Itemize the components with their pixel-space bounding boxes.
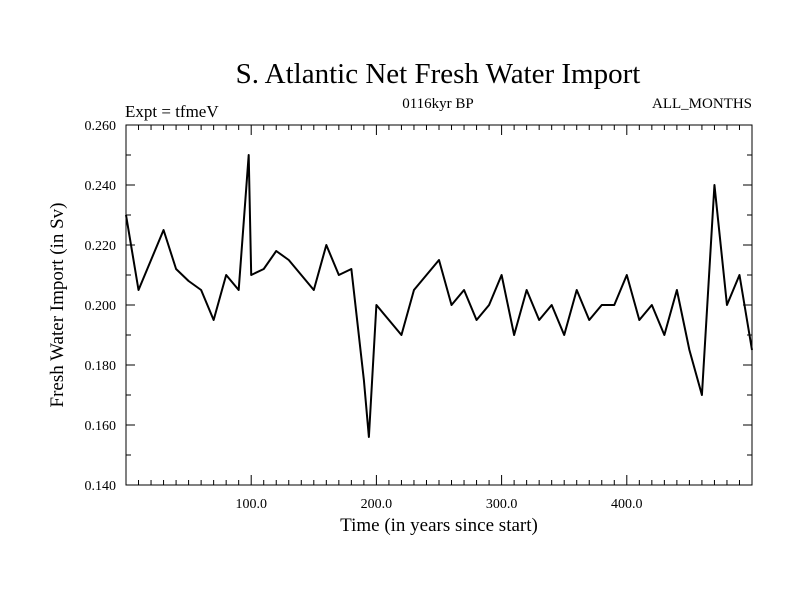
axis-ticks — [125, 124, 753, 486]
chart-title: S. Atlantic Net Fresh Water Import — [236, 58, 641, 90]
y-tick-label: 0.140 — [85, 479, 117, 494]
y-tick-label: 0.240 — [85, 179, 117, 194]
y-tick-label: 0.160 — [85, 419, 117, 434]
y-tick-label: 0.200 — [85, 299, 117, 314]
plot-frame — [125, 124, 753, 486]
y-tick-label: 0.260 — [85, 119, 117, 134]
tick-labels: 0.140 0.160 0.180 0.200 0.220 0.240 0.260 100.0… — [85, 119, 643, 512]
x-tick-label: 200.0 — [361, 497, 393, 512]
x-axis-label: Time (in years since start) — [340, 515, 538, 536]
y-axis-label: Fresh Water Import (in Sv) — [47, 203, 68, 408]
y-tick-label: 0.220 — [85, 239, 117, 254]
experiment-label: Expt = tfmeV — [125, 102, 219, 121]
months-label: ALL_MONTHS — [652, 96, 752, 112]
x-tick-label: 400.0 — [611, 497, 643, 512]
x-tick-label: 300.0 — [486, 497, 518, 512]
y-tick-label: 0.180 — [85, 359, 117, 374]
x-tick-label: 100.0 — [235, 497, 267, 512]
series-line — [125, 154, 753, 438]
period-label: 0116kyr BP — [402, 96, 474, 112]
